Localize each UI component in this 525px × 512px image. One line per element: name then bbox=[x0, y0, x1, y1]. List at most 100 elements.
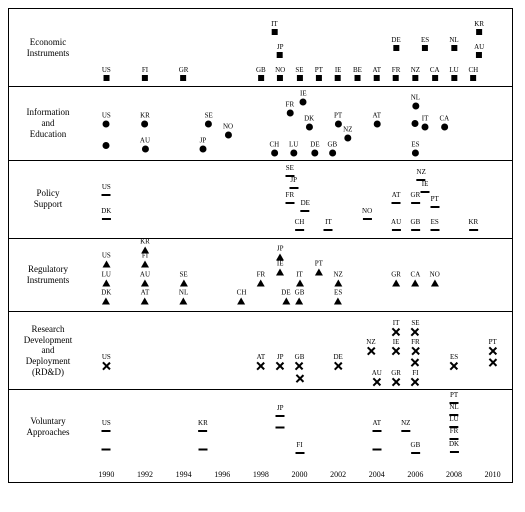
point-label: FR bbox=[411, 339, 420, 346]
x-marker-icon bbox=[392, 328, 400, 336]
data-point: ES bbox=[334, 289, 342, 304]
data-point: DE bbox=[391, 37, 400, 51]
square-marker-icon bbox=[374, 75, 380, 81]
data-point: FR bbox=[286, 101, 295, 116]
tri-marker-icon bbox=[282, 297, 290, 304]
point-label: JP bbox=[277, 405, 284, 412]
data-point: NO bbox=[362, 208, 372, 222]
square-marker-icon bbox=[470, 75, 476, 81]
dash-marker-icon bbox=[198, 430, 207, 432]
data-point: US bbox=[102, 112, 111, 127]
data-point: GB bbox=[295, 354, 305, 370]
tri-marker-icon bbox=[141, 297, 149, 304]
circle-marker-icon bbox=[225, 131, 232, 138]
point-label: GR bbox=[391, 370, 401, 377]
row-plot: USATJPGBDENZAUITIEGRSEFRFIESPT bbox=[87, 312, 512, 389]
point-label: KR bbox=[140, 238, 150, 245]
point-label: AU bbox=[372, 370, 382, 377]
point-label: IT bbox=[325, 219, 332, 226]
x-tick: 1996 bbox=[214, 470, 230, 479]
dash-marker-icon bbox=[411, 452, 420, 454]
point-label: NZ bbox=[401, 420, 410, 427]
data-point: IT bbox=[392, 320, 400, 336]
point-label: IT bbox=[393, 320, 400, 327]
data-point: DK bbox=[304, 116, 314, 131]
data-point: GB bbox=[327, 141, 337, 156]
point-label: GR bbox=[391, 271, 401, 278]
point-label: GR bbox=[179, 67, 189, 74]
point-label: PT bbox=[315, 67, 323, 74]
point-label: KR bbox=[474, 21, 484, 28]
x-marker-icon bbox=[489, 359, 497, 367]
data-point: AT bbox=[372, 112, 381, 127]
point-label: LU bbox=[102, 271, 111, 278]
dash-marker-icon bbox=[295, 452, 304, 454]
point-label: NZ bbox=[366, 339, 375, 346]
data-point: LU bbox=[449, 67, 458, 81]
point-label: JP bbox=[200, 138, 207, 145]
x-tick: 1998 bbox=[253, 470, 269, 479]
point-label: AU bbox=[140, 271, 150, 278]
point-label: DE bbox=[391, 37, 400, 44]
point-label: LU bbox=[449, 416, 458, 423]
x-marker-icon bbox=[411, 378, 419, 386]
row-label: InformationandEducation bbox=[9, 87, 87, 160]
dash-marker-icon bbox=[102, 218, 111, 220]
data-point: NZ bbox=[343, 127, 352, 142]
data-point: AU bbox=[474, 44, 484, 58]
data-point: FR bbox=[257, 271, 266, 286]
tri-marker-icon bbox=[180, 297, 188, 304]
data-point: US bbox=[102, 354, 111, 370]
point-label: US bbox=[102, 184, 111, 191]
point-label: AU bbox=[474, 44, 484, 51]
square-marker-icon bbox=[393, 45, 399, 51]
point-label: SE bbox=[286, 165, 294, 172]
data-point bbox=[102, 446, 111, 453]
point-label: AT bbox=[372, 112, 381, 119]
point-label: JP bbox=[277, 246, 284, 253]
point-label: FI bbox=[412, 370, 418, 377]
data-point: AT bbox=[392, 192, 401, 206]
data-point: FI bbox=[295, 442, 304, 456]
data-point: PT bbox=[430, 196, 439, 210]
data-point: ES bbox=[421, 37, 429, 51]
x-tick: 2002 bbox=[330, 470, 346, 479]
data-point: FI bbox=[141, 253, 149, 268]
circle-marker-icon bbox=[412, 102, 419, 109]
data-point: DE bbox=[301, 200, 310, 214]
point-label: US bbox=[102, 253, 111, 260]
point-label: IE bbox=[335, 67, 342, 74]
point-label: CA bbox=[440, 116, 450, 123]
data-point: SE bbox=[179, 271, 187, 286]
dash-marker-icon bbox=[411, 229, 420, 231]
dash-marker-icon bbox=[285, 202, 294, 204]
square-marker-icon bbox=[476, 29, 482, 35]
point-label: DK bbox=[304, 116, 314, 123]
point-label: NO bbox=[223, 123, 233, 130]
data-point: CH bbox=[237, 289, 247, 304]
point-label: DK bbox=[101, 289, 111, 296]
data-point: KR bbox=[474, 21, 484, 35]
data-point: NL bbox=[179, 289, 188, 304]
row-label: ResearchDevelopmentandDeployment(RD&D) bbox=[9, 312, 87, 389]
x-marker-icon bbox=[257, 362, 265, 370]
x-marker-icon bbox=[367, 347, 375, 355]
square-marker-icon bbox=[142, 75, 148, 81]
row-plot: USDKSEJPFRDECHITNOATAUGRGBNZIEPTESKR bbox=[87, 161, 512, 238]
dash-marker-icon bbox=[430, 206, 439, 208]
circle-marker-icon bbox=[311, 149, 318, 156]
point-label: JP bbox=[290, 177, 297, 184]
x-marker-icon bbox=[392, 378, 400, 386]
point-label: GB bbox=[295, 354, 305, 361]
circle-marker-icon bbox=[199, 146, 206, 153]
point-label: US bbox=[102, 67, 111, 74]
data-point: NZ bbox=[411, 67, 420, 81]
timeline-chart: EconomicInstrumentsUSFIGRGBITNOJPSEPTIEB… bbox=[8, 8, 513, 483]
tri-marker-icon bbox=[295, 297, 303, 304]
row-label: VoluntaryApproaches bbox=[9, 390, 87, 464]
point-label: AT bbox=[257, 354, 266, 361]
data-point: CA bbox=[411, 271, 421, 286]
data-point bbox=[276, 424, 285, 431]
point-label: GB bbox=[327, 141, 337, 148]
data-point: IT bbox=[296, 271, 304, 286]
